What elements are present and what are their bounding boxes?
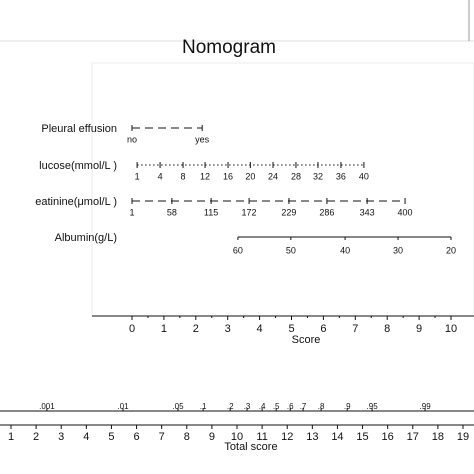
level-label: no — [127, 134, 137, 144]
level-label: 12 — [200, 171, 210, 181]
probability-label: .8 — [318, 402, 325, 411]
variable-label: lucose(mmol/L ) — [39, 160, 117, 172]
level-label: 40 — [340, 245, 350, 255]
total-tick-label: 15 — [356, 431, 368, 443]
level-label: 8 — [181, 171, 186, 181]
level-label: 28 — [291, 171, 301, 181]
level-label: 32 — [313, 171, 323, 181]
total-tick-label: 9 — [209, 431, 215, 443]
score-tick-label: 2 — [193, 323, 199, 335]
probability-label: .05 — [172, 402, 184, 411]
level-label: 50 — [286, 245, 296, 255]
level-label: 286 — [319, 207, 334, 217]
level-label: 16 — [223, 171, 233, 181]
probability-label: .99 — [420, 402, 432, 411]
total-tick-label: 12 — [281, 431, 293, 443]
total-tick-label: 19 — [457, 431, 469, 443]
score-tick-label: 4 — [257, 323, 263, 335]
level-label: 60 — [233, 245, 243, 255]
total-tick-label: 2 — [33, 431, 39, 443]
level-label: 343 — [360, 207, 375, 217]
probability-label: .3 — [244, 402, 251, 411]
score-tick-label: 8 — [384, 323, 390, 335]
score-tick-label: 7 — [352, 323, 358, 335]
score-tick-label: 1 — [161, 323, 167, 335]
level-label: 58 — [167, 207, 177, 217]
probability-label: .4 — [259, 402, 266, 411]
probability-label: .6 — [287, 402, 294, 411]
level-label: 229 — [281, 207, 296, 217]
total-tick-label: 11 — [256, 431, 267, 443]
plot-panel — [91, 62, 474, 317]
level-label: 20 — [245, 171, 255, 181]
total-axis-label: Total score — [224, 441, 277, 453]
score-tick-label: 9 — [416, 323, 422, 335]
level-label: 30 — [393, 245, 403, 255]
total-tick-label: 3 — [58, 431, 64, 443]
level-label: 4 — [158, 171, 163, 181]
probability-label: .001 — [39, 402, 55, 411]
variable-label: eatinine(μmol/L ) — [35, 196, 117, 208]
total-tick-label: 10 — [231, 431, 243, 443]
score-tick-label: 10 — [445, 323, 457, 335]
total-tick-label: 8 — [184, 431, 190, 443]
total-tick-label: 4 — [83, 431, 89, 443]
level-label: 400 — [398, 207, 413, 217]
score-axis-label: Score — [292, 334, 321, 346]
level-label: 115 — [204, 207, 218, 217]
level-label: 172 — [242, 207, 257, 217]
score-tick-label: 0 — [129, 323, 135, 335]
probability-label: .01 — [117, 402, 129, 411]
probability-label: .1 — [200, 402, 207, 411]
score-tick-label: 3 — [225, 323, 231, 335]
score-tick-label: 6 — [320, 323, 326, 335]
total-tick-label: 16 — [382, 431, 394, 443]
level-label: 36 — [336, 171, 346, 181]
level-label: 1 — [129, 207, 134, 217]
variable-label: Albumin(g/L) — [55, 232, 117, 244]
total-tick-label: 17 — [407, 431, 419, 443]
total-tick-label: 7 — [159, 431, 165, 443]
probability-label: .9 — [344, 402, 351, 411]
total-tick-label: 5 — [108, 431, 114, 443]
probability-label: .7 — [300, 402, 307, 411]
level-label: 24 — [268, 171, 278, 181]
total-tick-label: 14 — [331, 431, 343, 443]
total-tick-label: 6 — [133, 431, 139, 443]
probability-label: .2 — [227, 402, 234, 411]
level-label: 1 — [135, 171, 140, 181]
level-label: 20 — [446, 245, 456, 255]
probability-label: .95 — [367, 402, 379, 411]
chart-title: Nomogram — [182, 37, 276, 58]
total-tick-label: 1 — [8, 431, 14, 443]
variable-label: Pleural effusion — [41, 123, 117, 135]
total-tick-label: 13 — [306, 431, 318, 443]
probability-label: .5 — [273, 402, 280, 411]
score-tick-label: 5 — [288, 323, 294, 335]
level-label: yes — [195, 134, 210, 144]
total-tick-label: 18 — [432, 431, 444, 443]
level-label: 40 — [359, 171, 369, 181]
